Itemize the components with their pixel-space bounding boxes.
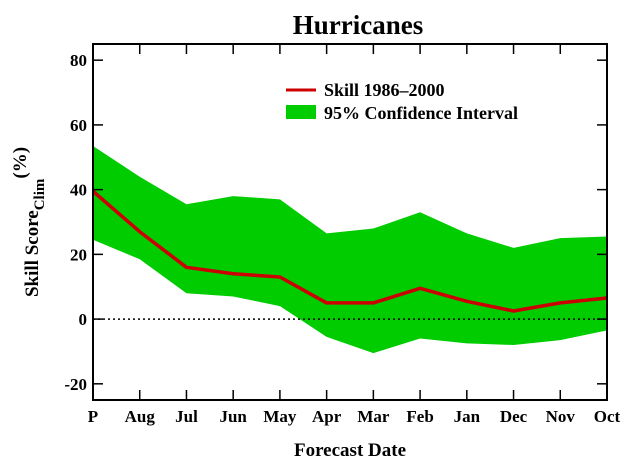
x-tick-label: P	[88, 407, 98, 426]
x-tick-label: Dec	[500, 407, 528, 426]
x-tick-label: Aug	[125, 407, 156, 426]
x-tick-label: Jan	[454, 407, 481, 426]
x-tick-label: Mar	[357, 407, 390, 426]
y-tick-label: 80	[70, 51, 87, 70]
x-tick-label: Nov	[546, 407, 576, 426]
legend-skill-label: Skill 1986–2000	[324, 80, 445, 100]
x-tick-label: Feb	[406, 407, 433, 426]
x-tick-label: Jul	[175, 407, 198, 426]
legend-ci-label: 95% Confidence Interval	[324, 103, 518, 123]
y-tick-label: 40	[70, 181, 87, 200]
y-axis-label-unit: (%)	[10, 147, 31, 179]
x-tick-label: Oct	[594, 407, 621, 426]
y-axis-label-sub: Clim	[32, 178, 48, 210]
x-axis-label: Forecast Date	[294, 440, 406, 461]
x-tick-label: May	[263, 407, 297, 426]
legend: Skill 1986–2000 95% Confidence Interval	[286, 80, 518, 123]
y-axis-label-main: Skill Score	[22, 210, 43, 297]
y-tick-label: -20	[64, 375, 87, 394]
plot-area	[91, 145, 608, 354]
axes: -20 0 20 40 60 80 P Aug Jul Jun May Apr Mar Feb Jan Dec…	[64, 44, 621, 426]
legend-ci-swatch	[286, 105, 316, 119]
svg-text:Skill ScoreClim(%): Skill ScoreClim(%)	[10, 147, 48, 297]
series-line-0	[91, 189, 608, 313]
chart-title: Hurricanes	[293, 10, 423, 40]
y-tick-label: 60	[70, 116, 87, 135]
y-tick-label: 20	[70, 245, 87, 264]
confidence-band	[93, 145, 607, 354]
y-tick-label: 0	[79, 310, 88, 329]
x-tick-label: Apr	[312, 407, 342, 426]
plot-frame	[92, 43, 608, 401]
y-axis-label: Skill ScoreClim(%)	[10, 147, 48, 297]
x-tick-label: Jun	[219, 407, 247, 426]
